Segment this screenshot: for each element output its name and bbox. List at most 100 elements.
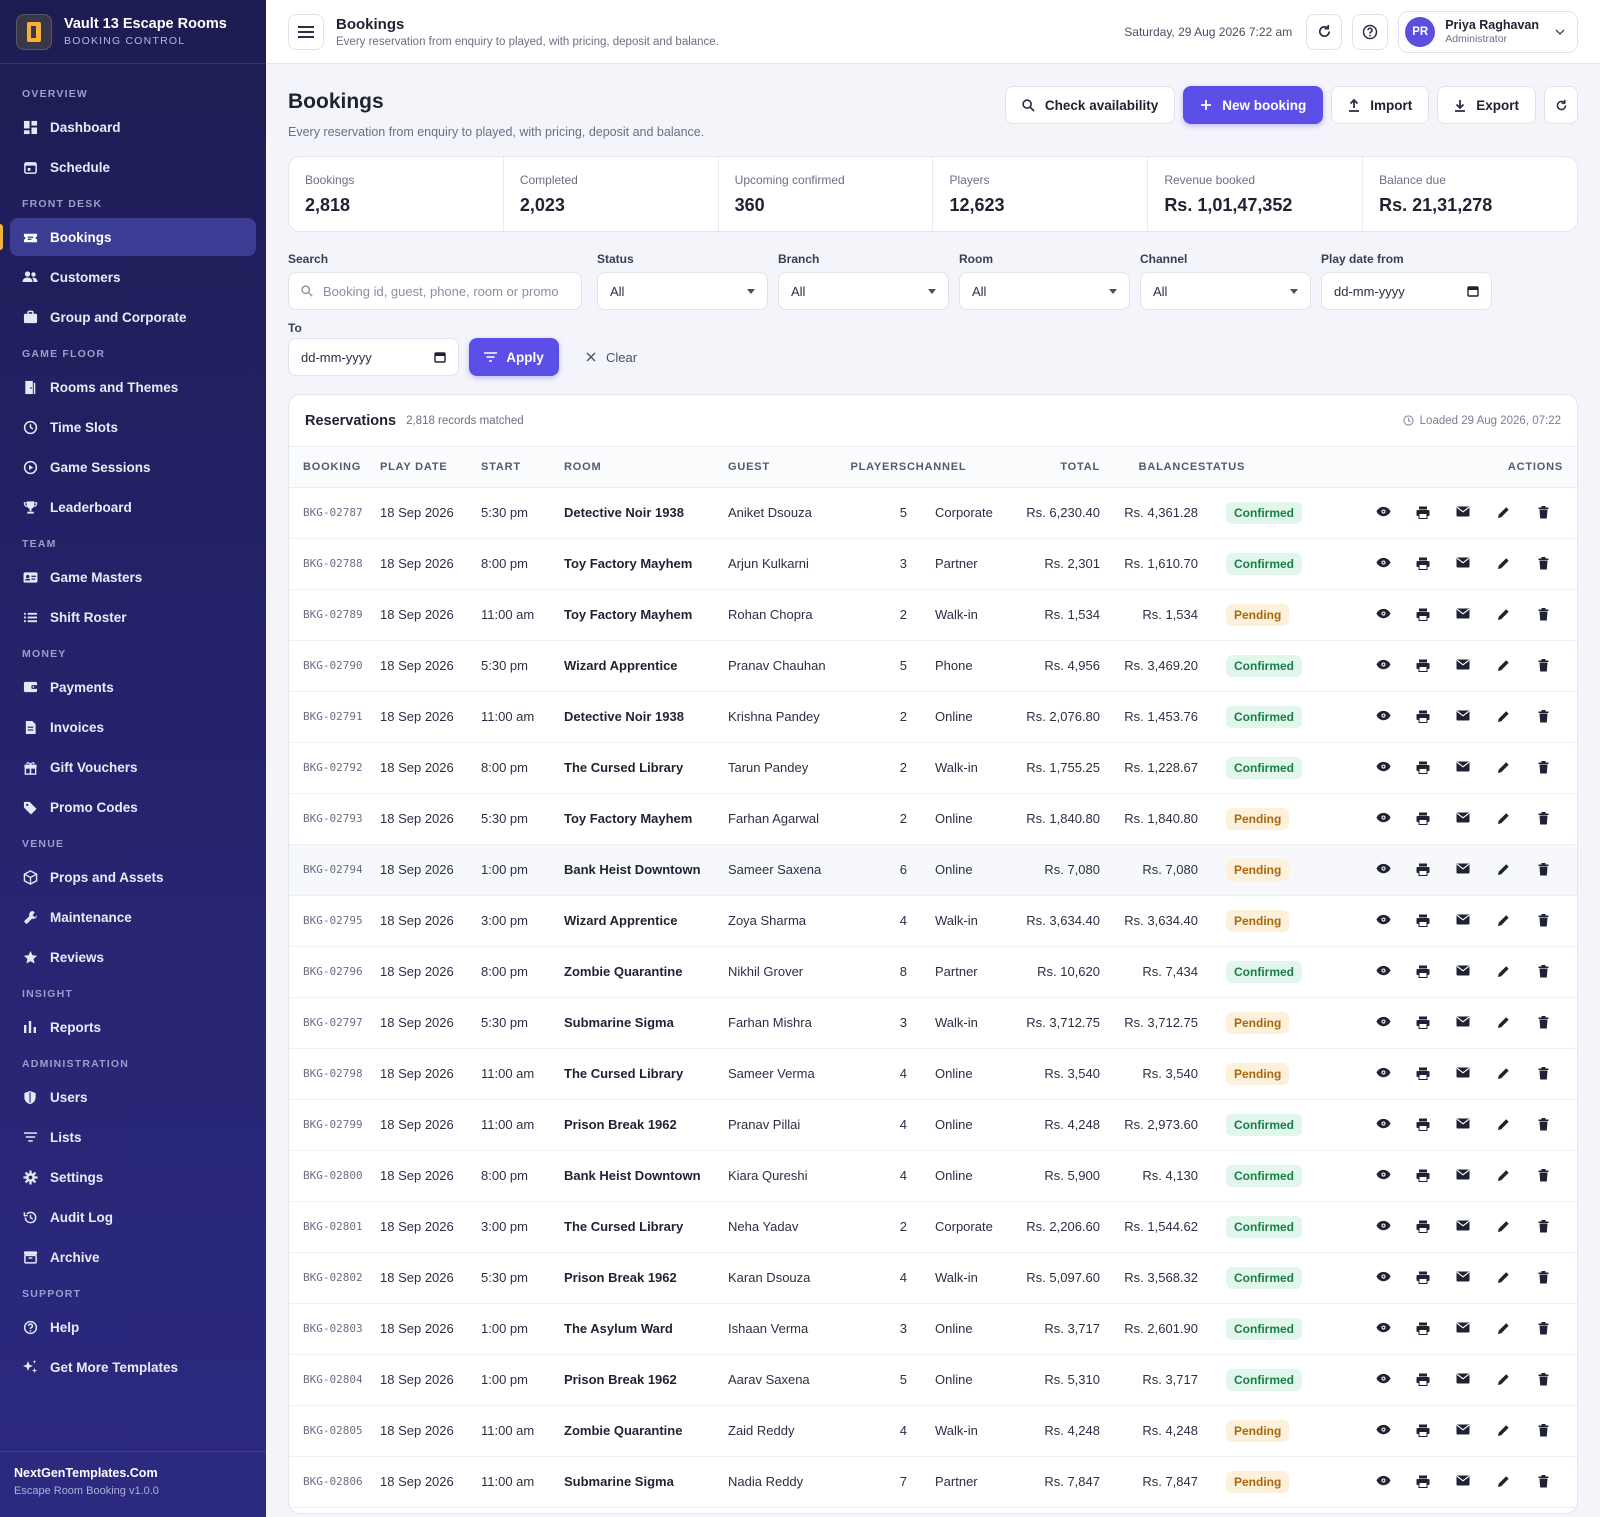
print-button[interactable] — [1403, 965, 1443, 978]
sidebar-item-dashboard[interactable]: Dashboard — [10, 108, 256, 146]
print-button[interactable] — [1403, 608, 1443, 621]
column-header-total[interactable]: TOTAL — [997, 447, 1100, 488]
delete-button[interactable] — [1523, 863, 1563, 876]
table-row[interactable]: BKG-02804 18 Sep 2026 1:00 pm Prison Bre… — [289, 1354, 1577, 1406]
table-row[interactable]: BKG-02800 18 Sep 2026 8:00 pm Bank Heist… — [289, 1150, 1577, 1202]
table-row[interactable]: BKG-02793 18 Sep 2026 5:30 pm Toy Factor… — [289, 793, 1577, 845]
sidebar-item-customers[interactable]: Customers — [10, 258, 256, 296]
booking-id[interactable]: BKG-02800 — [289, 1150, 380, 1202]
export-button[interactable]: Export — [1437, 86, 1536, 124]
print-button[interactable] — [1403, 659, 1443, 672]
import-button[interactable]: Import — [1331, 86, 1430, 124]
sidebar-item-promo-codes[interactable]: Promo Codes — [10, 788, 256, 826]
email-button[interactable] — [1443, 1220, 1483, 1233]
edit-button[interactable] — [1483, 812, 1523, 825]
delete-button[interactable] — [1523, 659, 1563, 672]
edit-button[interactable] — [1483, 1067, 1523, 1080]
delete-button[interactable] — [1523, 1373, 1563, 1386]
email-button[interactable] — [1443, 557, 1483, 570]
booking-id[interactable]: BKG-02794 — [289, 844, 380, 896]
edit-button[interactable] — [1483, 965, 1523, 978]
branch-select[interactable]: All — [778, 272, 949, 310]
view-button[interactable] — [1363, 608, 1403, 621]
brand[interactable]: Vault 13 Escape Rooms BOOKING CONTROL — [0, 0, 266, 64]
table-row[interactable]: BKG-02806 18 Sep 2026 11:00 am Submarine… — [289, 1456, 1577, 1508]
booking-id[interactable]: BKG-02796 — [289, 946, 380, 998]
print-button[interactable] — [1403, 710, 1443, 723]
edit-button[interactable] — [1483, 1169, 1523, 1182]
edit-button[interactable] — [1483, 506, 1523, 519]
edit-button[interactable] — [1483, 1016, 1523, 1029]
email-button[interactable] — [1443, 965, 1483, 978]
view-button[interactable] — [1363, 1475, 1403, 1488]
edit-button[interactable] — [1483, 608, 1523, 621]
delete-button[interactable] — [1523, 557, 1563, 570]
sidebar-item-props-and-assets[interactable]: Props and Assets — [10, 858, 256, 896]
view-button[interactable] — [1363, 1169, 1403, 1182]
column-header-channel[interactable]: CHANNEL — [907, 447, 997, 488]
edit-button[interactable] — [1483, 863, 1523, 876]
print-button[interactable] — [1403, 1118, 1443, 1131]
room-select[interactable]: All — [959, 272, 1130, 310]
print-button[interactable] — [1403, 506, 1443, 519]
print-button[interactable] — [1403, 1271, 1443, 1284]
delete-button[interactable] — [1523, 1067, 1563, 1080]
column-header-balance[interactable]: BALANCE — [1100, 447, 1198, 488]
edit-button[interactable] — [1483, 1220, 1523, 1233]
column-header-play-date[interactable]: PLAY DATE — [380, 447, 481, 488]
sidebar-item-game-sessions[interactable]: Game Sessions — [10, 448, 256, 486]
booking-id[interactable]: BKG-02790 — [289, 640, 380, 692]
email-button[interactable] — [1443, 1475, 1483, 1488]
sidebar-item-rooms-and-themes[interactable]: Rooms and Themes — [10, 368, 256, 406]
delete-button[interactable] — [1523, 914, 1563, 927]
booking-id[interactable]: BKG-02805 — [289, 1405, 380, 1457]
edit-button[interactable] — [1483, 557, 1523, 570]
print-button[interactable] — [1403, 1322, 1443, 1335]
email-button[interactable] — [1443, 608, 1483, 621]
view-button[interactable] — [1363, 557, 1403, 570]
edit-button[interactable] — [1483, 710, 1523, 723]
delete-button[interactable] — [1523, 965, 1563, 978]
sidebar-item-audit-log[interactable]: Audit Log — [10, 1198, 256, 1236]
sidebar-item-bookings[interactable]: Bookings — [0, 218, 256, 256]
column-header-room[interactable]: ROOM — [564, 447, 728, 488]
print-button[interactable] — [1403, 812, 1443, 825]
sidebar-item-reports[interactable]: Reports — [10, 1008, 256, 1046]
edit-button[interactable] — [1483, 1424, 1523, 1437]
print-button[interactable] — [1403, 1016, 1443, 1029]
table-row[interactable]: BKG-02791 18 Sep 2026 11:00 am Detective… — [289, 691, 1577, 743]
view-button[interactable] — [1363, 710, 1403, 723]
table-row[interactable]: BKG-02796 18 Sep 2026 8:00 pm Zombie Qua… — [289, 946, 1577, 998]
delete-button[interactable] — [1523, 1475, 1563, 1488]
view-button[interactable] — [1363, 1016, 1403, 1029]
play-date-from-input[interactable]: dd-mm-yyyy — [1321, 272, 1492, 310]
clear-button[interactable]: Clear — [586, 338, 637, 376]
email-button[interactable] — [1443, 1373, 1483, 1386]
sidebar-item-lists[interactable]: Lists — [10, 1118, 256, 1156]
channel-select[interactable]: All — [1140, 272, 1311, 310]
table-row[interactable]: BKG-02797 18 Sep 2026 5:30 pm Submarine … — [289, 997, 1577, 1049]
email-button[interactable] — [1443, 506, 1483, 519]
print-button[interactable] — [1403, 1475, 1443, 1488]
booking-id[interactable]: BKG-02787 — [289, 487, 380, 539]
table-row[interactable]: BKG-02790 18 Sep 2026 5:30 pm Wizard App… — [289, 640, 1577, 692]
status-select[interactable]: All — [597, 272, 768, 310]
apply-button[interactable]: Apply — [469, 338, 559, 376]
booking-id[interactable]: BKG-02788 — [289, 538, 380, 590]
email-button[interactable] — [1443, 1067, 1483, 1080]
email-button[interactable] — [1443, 1016, 1483, 1029]
print-button[interactable] — [1403, 761, 1443, 774]
view-button[interactable] — [1363, 1271, 1403, 1284]
delete-button[interactable] — [1523, 1118, 1563, 1131]
view-button[interactable] — [1363, 659, 1403, 672]
help-button[interactable] — [1352, 13, 1389, 50]
delete-button[interactable] — [1523, 1322, 1563, 1335]
delete-button[interactable] — [1523, 710, 1563, 723]
delete-button[interactable] — [1523, 812, 1563, 825]
sidebar-item-archive[interactable]: Archive — [10, 1238, 256, 1276]
user-menu[interactable]: PR Priya Raghavan Administrator — [1398, 10, 1578, 53]
print-button[interactable] — [1403, 557, 1443, 570]
footer-site[interactable]: NextGenTemplates.Com — [14, 1466, 158, 1480]
email-button[interactable] — [1443, 914, 1483, 927]
sidebar-item-maintenance[interactable]: Maintenance — [10, 898, 256, 936]
